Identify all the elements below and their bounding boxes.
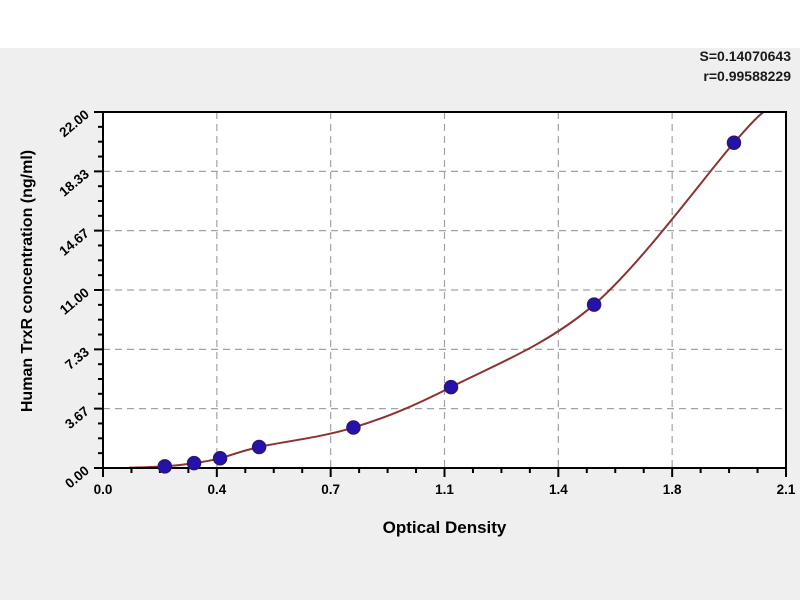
- data-point-marker: [586, 297, 602, 312]
- x-tick-label: 1.4: [549, 482, 568, 497]
- data-point-marker: [186, 455, 202, 471]
- x-tick-label: 2.1: [777, 482, 796, 497]
- x-tick-label: 0.7: [321, 482, 340, 497]
- data-point-marker: [443, 379, 459, 395]
- x-tick-label: 0.0: [94, 482, 113, 497]
- y-tick-label: 11.00: [57, 285, 92, 318]
- stats-s-value: S=0.14070643: [699, 48, 791, 64]
- data-point-marker: [346, 420, 361, 435]
- data-point-marker: [251, 439, 267, 455]
- top-white-band: [0, 0, 800, 48]
- data-point-marker: [212, 451, 228, 466]
- y-tick-label: 7.33: [62, 344, 92, 373]
- x-axis-title: Optical Density: [382, 518, 507, 537]
- y-tick-label: 22.00: [56, 107, 92, 140]
- x-tick-label: 0.4: [207, 482, 226, 497]
- x-tick-label: 1.1: [435, 482, 454, 497]
- stats-r-value: r=0.99588229: [703, 68, 791, 84]
- y-axis-title: Human TrxR concentration (ng/ml): [19, 149, 36, 413]
- data-point-marker: [157, 459, 173, 474]
- y-tick-label: 0.00: [62, 463, 92, 491]
- stats-block: S=0.14070643 r=0.99588229: [700, 46, 791, 86]
- y-tick-label: 3.67: [62, 403, 92, 431]
- y-tick-label: 14.67: [56, 225, 92, 258]
- y-tick-label: 18.33: [56, 166, 92, 200]
- plot-border: [102, 111, 787, 469]
- data-point-marker: [726, 135, 742, 150]
- x-tick-label: 1.8: [663, 482, 682, 497]
